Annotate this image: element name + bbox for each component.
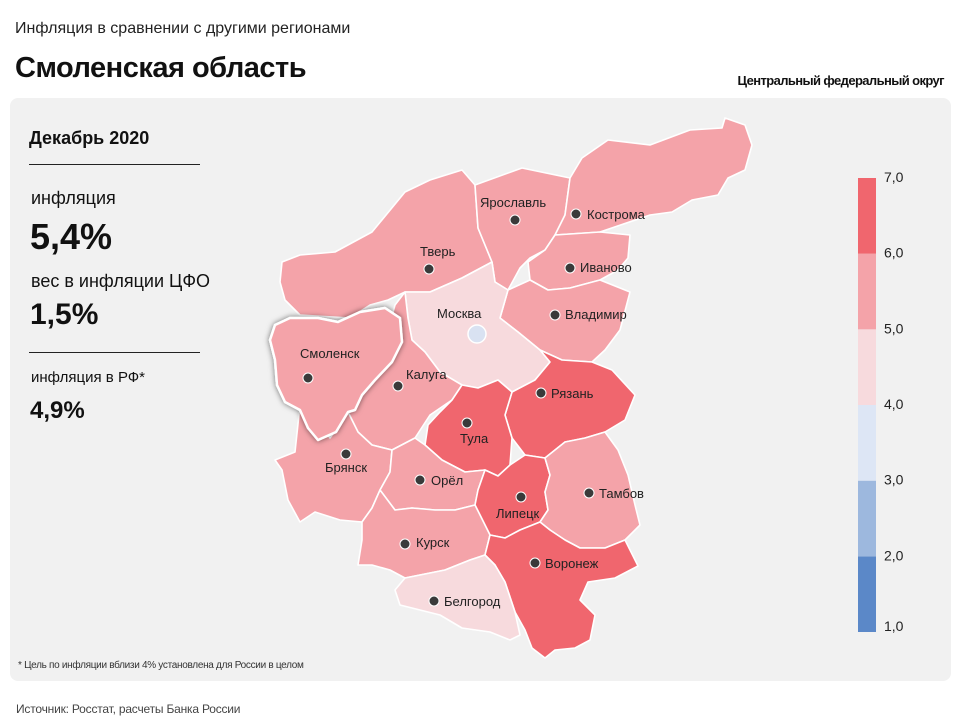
city-label: Брянск [325, 460, 367, 475]
city-label: Орёл [431, 473, 463, 488]
city-marker[interactable] [570, 208, 582, 220]
city-marker[interactable] [535, 387, 547, 399]
weight-label: вес в инфляции ЦФО [31, 271, 211, 291]
city-label: Калуга [406, 367, 447, 382]
city-label: Москва [437, 306, 482, 321]
city-label: Тамбов [599, 486, 644, 501]
city-marker[interactable] [392, 380, 404, 392]
source-note: Источник: Росстат, расчеты Банка России [16, 702, 241, 716]
city-marker[interactable] [515, 491, 527, 503]
city-marker[interactable] [467, 324, 487, 344]
city-label: Кострома [587, 207, 646, 222]
city-label: Тула [460, 431, 489, 446]
legend-swatch [858, 178, 876, 254]
city-label: Смоленск [300, 346, 360, 361]
city-label: Ярославль [480, 195, 546, 210]
rf-inflation-label: инфляция в РФ* [31, 369, 146, 386]
city-label: Тверь [420, 244, 456, 259]
divider [29, 352, 200, 353]
city-marker[interactable] [414, 474, 426, 486]
legend-swatch [858, 329, 876, 405]
region-kostroma[interactable] [554, 117, 753, 236]
city-label: Рязань [551, 386, 594, 401]
city-label: Воронеж [545, 556, 599, 571]
legend-swatch [858, 405, 876, 481]
rf-inflation-value: 4,9% [30, 397, 85, 424]
district-label: Центральный федеральный округ [737, 73, 945, 88]
city-marker[interactable] [549, 309, 561, 321]
legend-tick-label: 7,0 [884, 169, 904, 185]
city-marker[interactable] [423, 263, 435, 275]
city-label: Липецк [496, 506, 540, 521]
city-marker[interactable] [529, 557, 541, 569]
color-legend: 1,0 2,0 3,0 4,0 5,0 6,0 7,0 [858, 169, 904, 634]
city-marker[interactable] [564, 262, 576, 274]
legend-tick-label: 2,0 [884, 547, 904, 563]
inflation-label: инфляция [31, 188, 116, 208]
legend-swatch [858, 253, 876, 330]
divider [29, 164, 200, 165]
inflation-value: 5,4% [30, 216, 113, 257]
city-marker[interactable] [509, 214, 521, 226]
city-marker[interactable] [340, 448, 352, 460]
city-marker[interactable] [428, 595, 440, 607]
legend-tick-label: 5,0 [884, 320, 904, 336]
legend-tick-label: 1,0 [884, 618, 904, 634]
legend-tick-label: 6,0 [884, 245, 904, 261]
legend-tick-label: 4,0 [884, 396, 904, 412]
period-label: Декабрь 2020 [29, 128, 150, 148]
legend-tick-label: 3,0 [884, 472, 904, 488]
city-marker[interactable] [583, 487, 595, 499]
legend-swatch [858, 556, 876, 632]
city-label: Белгород [444, 594, 501, 609]
subtitle: Инфляция в сравнении с другими регионами [15, 20, 351, 37]
footnote: * Цель по инфляции вблизи 4% установлена… [18, 660, 304, 671]
city-label: Иваново [580, 260, 632, 275]
region-belgorod[interactable] [394, 554, 521, 641]
page-title: Смоленская область [15, 52, 307, 84]
region-smolensk[interactable] [268, 306, 404, 442]
weight-value: 1,5% [30, 298, 99, 331]
city-marker[interactable] [302, 372, 314, 384]
legend-swatch [858, 480, 876, 557]
city-label: Владимир [565, 307, 627, 322]
city-marker[interactable] [399, 538, 411, 550]
city-label: Курск [416, 535, 450, 550]
city-marker[interactable] [461, 417, 473, 429]
